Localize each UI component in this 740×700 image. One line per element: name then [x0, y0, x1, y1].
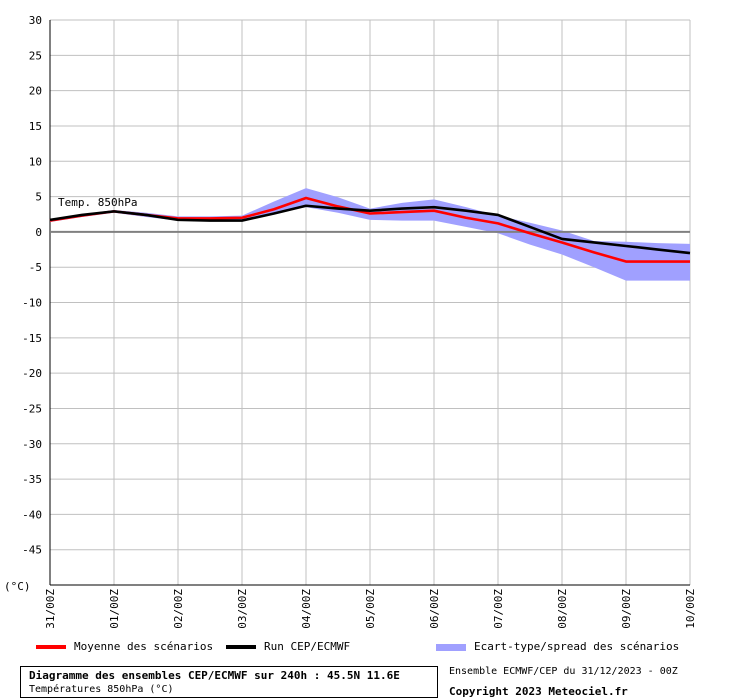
y-tick-labels: 30 25 20 15 10 5 0 -5 -10 -15 -20 -25 -30 -35 -40 -45	[22, 14, 42, 557]
y-tick-label: -20	[22, 367, 42, 380]
y-tick-label: -10	[22, 297, 42, 310]
y-tick-label: 20	[29, 85, 42, 98]
y-tick-label: -5	[29, 261, 42, 274]
y-tick-label: 10	[29, 155, 42, 168]
y-unit-label: (°C)	[4, 580, 31, 593]
y-tick-label: 0	[35, 226, 42, 239]
legend-spread-swatch	[436, 643, 466, 651]
chart-title: Diagramme des ensembles CEP/ECMWF sur 24…	[29, 669, 400, 682]
run-series-line	[49, 204, 691, 255]
x-tick-label: 01/00Z	[108, 589, 121, 629]
legend-spread: Ecart-type/spread des scénarios	[436, 640, 679, 653]
spread-band	[50, 188, 690, 281]
y-tick-label: -15	[22, 332, 42, 345]
y-tick-label: -30	[22, 438, 42, 451]
y-tick-label: -45	[22, 544, 42, 557]
legend-run: Run CEP/ECMWF	[226, 640, 350, 653]
x-tick-label: 06/00Z	[428, 589, 441, 629]
x-tick-label: 10/00Z	[684, 589, 697, 629]
chart-subtitle: Températures 850hPa (°C)	[29, 684, 174, 695]
y-tick-label: 30	[29, 14, 42, 27]
legend-mean-label: Moyenne des scénarios	[74, 640, 214, 653]
x-tick-label: 08/00Z	[556, 589, 569, 629]
x-tick-label: 03/00Z	[236, 589, 249, 629]
grid	[49, 19, 691, 586]
series-label: Temp. 850hPa	[58, 196, 137, 209]
x-tick-label: 02/00Z	[172, 589, 185, 629]
legend-mean: Moyenne des scénarios	[36, 640, 213, 653]
x-tick-labels: 31/00Z 01/00Z 02/00Z 03/00Z 04/00Z 05/00Z 06/0…	[44, 589, 697, 629]
run-info: Ensemble ECMWF/CEP du 31/12/2023 - 00Z	[449, 666, 678, 677]
y-tick-label: 5	[35, 191, 42, 204]
ensemble-chart: 30 25 20 15 10 5 0 -5 -10 -15 -20 -25 -30 -35 -40 -45 3…	[4, 14, 697, 629]
x-tick-label: 07/00Z	[492, 589, 505, 629]
x-tick-label: 04/00Z	[300, 589, 313, 629]
y-tick-label: -40	[22, 508, 42, 521]
x-tick-label: 09/00Z	[620, 589, 633, 629]
x-tick-label: 31/00Z	[44, 589, 57, 629]
info-box: Diagramme des ensembles CEP/ECMWF sur 24…	[20, 666, 438, 698]
y-tick-label: 15	[29, 120, 42, 133]
y-tick-label: -25	[22, 402, 42, 415]
legend-mean-swatch	[36, 645, 66, 649]
x-tick-label: 05/00Z	[364, 589, 377, 629]
series-lines	[49, 196, 691, 263]
legend-spread-label: Ecart-type/spread des scénarios	[474, 640, 680, 653]
y-tick-label: -35	[22, 473, 42, 486]
legend-run-swatch	[226, 645, 256, 649]
legend-run-label: Run CEP/ECMWF	[264, 640, 351, 653]
spread-band-layer	[50, 188, 690, 281]
y-tick-label: 25	[29, 49, 42, 62]
copyright: Copyright 2023 Meteociel.fr	[449, 685, 628, 698]
